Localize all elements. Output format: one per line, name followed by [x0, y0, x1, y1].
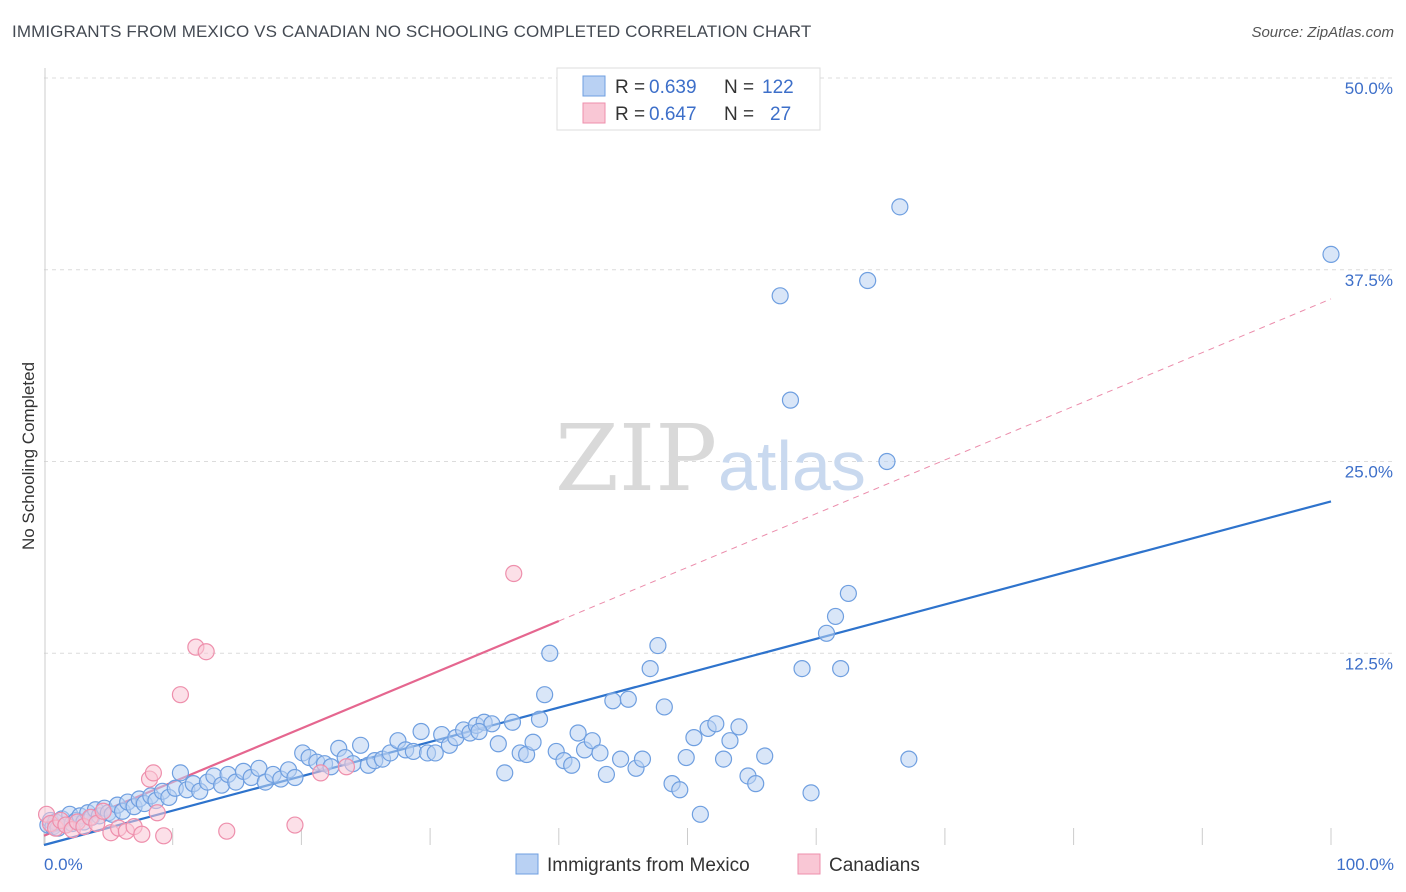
legend-r-label-mexico: R = — [615, 77, 645, 98]
point-mexico-95 — [633, 750, 652, 768]
legend-n-label-mexico: N = — [724, 77, 754, 98]
point-canadians-19 — [155, 827, 173, 845]
legend-r-value-mexico: 0.639 — [649, 77, 697, 98]
point-mexico-124 — [1322, 245, 1340, 264]
point-mexico-114 — [793, 659, 811, 678]
point-mexico-85 — [563, 756, 581, 774]
y-tick-label-1: 25.0% — [1345, 463, 1393, 482]
trend-extension-1 — [558, 298, 1332, 622]
point-mexico-98 — [655, 698, 673, 716]
y-tick-label-0: 12.5% — [1345, 654, 1393, 673]
point-mexico-88 — [583, 732, 601, 750]
series-legend-swatch-canadians — [797, 853, 821, 875]
point-mexico-81 — [536, 686, 554, 704]
point-mexico-108 — [730, 718, 748, 736]
point-mexico-79 — [524, 733, 542, 751]
point-mexico-91 — [604, 692, 622, 710]
point-canadians-24 — [286, 816, 304, 834]
legend-n-value-mexico: 122 — [762, 77, 794, 98]
x-tick-marks — [43, 828, 1332, 845]
point-mexico-101 — [677, 748, 695, 767]
point-mexico-107 — [721, 732, 739, 750]
legend-n-label-canadians: N = — [724, 104, 754, 125]
point-mexico-74 — [489, 735, 507, 753]
point-canadians-18 — [148, 804, 166, 822]
point-mexico-117 — [826, 607, 845, 626]
point-mexico-82 — [541, 644, 559, 662]
series-legend-label-mexico: Immigrants from Mexico — [547, 855, 750, 876]
point-mexico-96 — [641, 659, 659, 678]
data-points — [37, 198, 1340, 845]
point-mexico-106 — [714, 750, 733, 768]
legend-r-label-canadians: R = — [615, 104, 645, 125]
point-canadians-26 — [337, 758, 356, 776]
point-canadians-23 — [218, 822, 236, 840]
point-canadians-25 — [312, 764, 330, 782]
point-mexico-118 — [832, 659, 850, 678]
point-mexico-89 — [591, 744, 609, 762]
point-canadians-17 — [144, 764, 162, 782]
source-credit: Source: ZipAtlas.com — [1251, 24, 1394, 41]
point-mexico-93 — [619, 690, 637, 708]
watermark-atlas: atlas — [718, 427, 866, 505]
point-mexico-115 — [802, 784, 820, 802]
point-mexico-62 — [404, 742, 422, 761]
trend-line-0 — [43, 500, 1332, 847]
legend-swatch-mexico — [582, 75, 606, 97]
point-mexico-125 — [470, 722, 488, 741]
point-canadians-20 — [171, 686, 190, 704]
point-mexico-92 — [611, 750, 630, 768]
point-mexico-112 — [771, 287, 789, 305]
x-tick-label-min: 0.0% — [44, 855, 83, 874]
point-mexico-116 — [817, 624, 836, 642]
point-mexico-76 — [503, 713, 522, 731]
point-canadians-27 — [505, 564, 523, 583]
point-mexico-80 — [530, 710, 549, 728]
watermark-zip: ZIP — [555, 405, 717, 512]
point-mexico-123 — [900, 750, 918, 768]
point-mexico-121 — [878, 452, 896, 471]
point-mexico-41 — [250, 759, 268, 777]
point-mexico-63 — [412, 722, 430, 741]
point-mexico-105 — [707, 715, 725, 733]
point-mexico-111 — [756, 747, 774, 765]
point-mexico-100 — [671, 781, 689, 799]
point-mexico-102 — [685, 729, 703, 747]
correlation-legend: R = 0.639 N = 122 R = 0.647 N = 27 — [556, 67, 821, 131]
chart-title: IMMIGRANTS FROM MEXICO VS CANADIAN NO SC… — [12, 22, 812, 41]
point-mexico-86 — [569, 724, 587, 742]
point-canadians-10 — [94, 802, 112, 820]
legend-n-value-canadians: 27 — [770, 104, 791, 125]
point-mexico-65 — [426, 744, 444, 762]
point-mexico-113 — [781, 391, 800, 409]
series-legend-label-canadians: Canadians — [829, 855, 920, 876]
point-canadians-15 — [133, 825, 151, 843]
y-tick-label-3: 50.0% — [1345, 79, 1393, 98]
series-legend-swatch-mexico — [515, 853, 539, 875]
point-mexico-75 — [496, 764, 514, 782]
point-mexico-90 — [597, 765, 616, 784]
legend-r-value-canadians: 0.647 — [649, 104, 697, 125]
y-tick-labels: 12.5% 25.0% 37.5% 50.0% — [1345, 79, 1393, 673]
point-mexico-103 — [691, 805, 709, 823]
point-mexico-73 — [483, 715, 501, 733]
point-mexico-97 — [649, 636, 667, 655]
x-tick-label-max: 100.0% — [1336, 855, 1394, 874]
point-canadians-22 — [197, 643, 215, 661]
point-mexico-55 — [352, 736, 370, 754]
point-mexico-122 — [891, 198, 909, 216]
series-legend: Immigrants from Mexico Canadians — [515, 853, 920, 876]
point-mexico-110 — [747, 775, 765, 793]
y-tick-label-2: 37.5% — [1345, 271, 1393, 290]
point-mexico-30 — [171, 764, 190, 782]
point-mexico-120 — [859, 271, 877, 290]
point-mexico-46 — [286, 768, 304, 787]
y-axis-title: No Schooling Completed — [19, 362, 38, 550]
legend-swatch-canadians — [582, 102, 606, 124]
point-mexico-119 — [839, 584, 857, 603]
gridlines — [44, 77, 1394, 654]
